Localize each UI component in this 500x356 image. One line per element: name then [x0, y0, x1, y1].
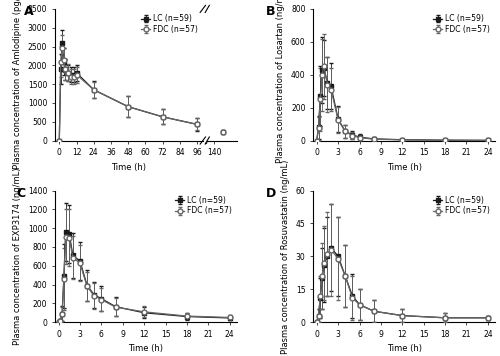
Legend: LC (n=59), FDC (n=57): LC (n=59), FDC (n=57)	[174, 194, 233, 217]
Y-axis label: Plasma concentration of EXP3174 (ng/mL): Plasma concentration of EXP3174 (ng/mL)	[14, 168, 22, 345]
X-axis label: Time (h): Time (h)	[128, 344, 164, 354]
X-axis label: Time (h): Time (h)	[112, 163, 146, 172]
Text: C: C	[17, 187, 26, 200]
X-axis label: Time (h): Time (h)	[386, 344, 422, 354]
Text: A: A	[24, 5, 34, 18]
Text: D: D	[266, 187, 276, 200]
Legend: LC (n=59), FDC (n=57): LC (n=59), FDC (n=57)	[140, 13, 199, 35]
Y-axis label: Plasma concentration of Amlodipine (pg/mL): Plasma concentration of Amlodipine (pg/m…	[14, 0, 22, 168]
Y-axis label: Plasma concentration of Losartan (ng/mL): Plasma concentration of Losartan (ng/mL)	[276, 0, 285, 163]
Y-axis label: Plasma concentration of Rosuvastatin (ng/mL): Plasma concentration of Rosuvastatin (ng…	[281, 159, 290, 354]
Text: B: B	[266, 5, 276, 18]
Legend: LC (n=59), FDC (n=57): LC (n=59), FDC (n=57)	[432, 13, 491, 35]
Legend: LC (n=59), FDC (n=57): LC (n=59), FDC (n=57)	[432, 194, 491, 217]
X-axis label: Time (h): Time (h)	[386, 163, 422, 172]
